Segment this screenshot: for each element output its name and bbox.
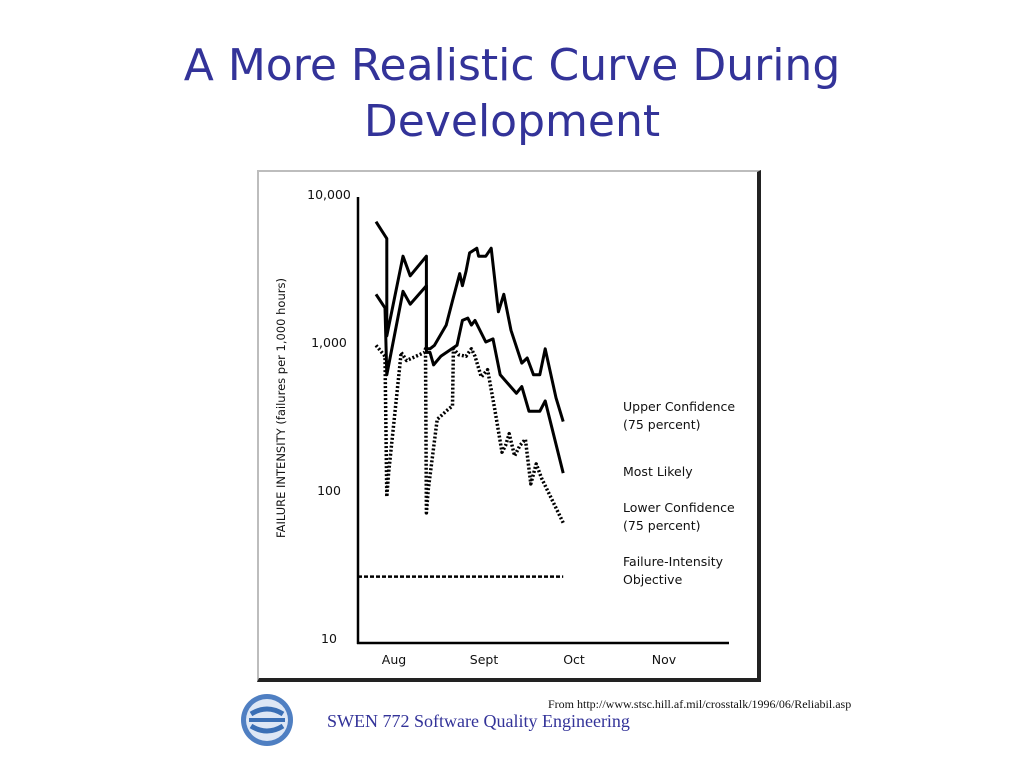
- chart-frame: FAILURE INTENSITY (failures per 1,000 ho…: [257, 170, 761, 682]
- y-tick-labels: 10,000 1,000 100 10: [307, 187, 351, 646]
- x-tick-label: Sept: [470, 652, 499, 667]
- failure-intensity-chart: FAILURE INTENSITY (failures per 1,000 ho…: [274, 187, 735, 667]
- series-labels: Upper Confidence (75 percent) Most Likely L…: [623, 399, 735, 587]
- x-tick-label: Nov: [652, 652, 677, 667]
- y-tick-label: 10,000: [307, 187, 351, 202]
- series-line-2: [374, 344, 565, 524]
- slide-title-line2: Development: [363, 96, 661, 147]
- slide-title: A More Realistic Curve During Developmen…: [0, 38, 1024, 150]
- source-note: From http://www.stsc.hill.af.mil/crossta…: [548, 697, 852, 711]
- x-tick-labels: Aug Sept Oct Nov: [382, 652, 677, 667]
- y-tick-label: 1,000: [311, 335, 347, 350]
- y-tick-label: 100: [317, 483, 341, 498]
- x-tick-label: Aug: [382, 652, 406, 667]
- footer-course-title: SWEN 772 Software Quality Engineering: [327, 711, 630, 731]
- series-label: Most Likely: [623, 464, 693, 479]
- series-line-1: [374, 284, 565, 474]
- series-label: Lower Confidence (75 percent): [623, 500, 735, 533]
- x-tick-label: Oct: [563, 652, 585, 667]
- series-line-0: [374, 220, 565, 423]
- slide-title-line1: A More Realistic Curve During: [183, 40, 841, 91]
- y-tick-label: 10: [321, 631, 337, 646]
- series-label: Failure-Intensity Objective: [623, 554, 724, 587]
- y-axis-label: FAILURE INTENSITY (failures per 1,000 ho…: [274, 278, 288, 538]
- series-lines: [358, 220, 565, 578]
- series-label: Upper Confidence (75 percent): [623, 399, 735, 432]
- rit-se-logo: [241, 694, 293, 746]
